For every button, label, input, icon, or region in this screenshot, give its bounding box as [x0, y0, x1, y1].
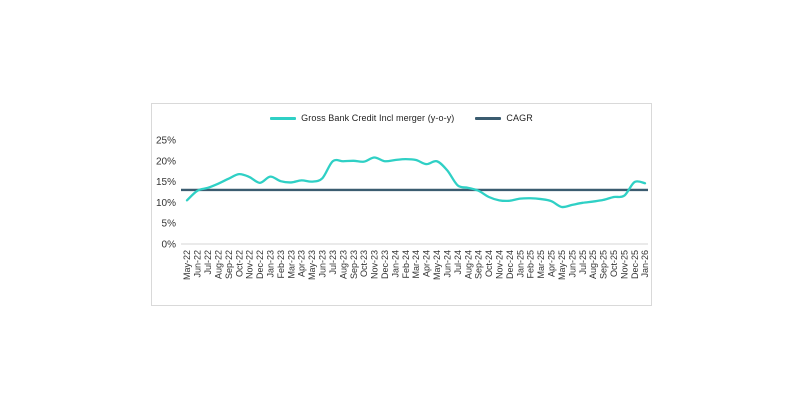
x-axis-tick-label: Dec-24	[505, 250, 515, 279]
y-axis-tick-label: 10%	[156, 198, 176, 209]
x-axis-tick-label: Nov-25	[619, 250, 629, 279]
y-axis-tick-label: 20%	[156, 156, 176, 167]
line-swatch-icon	[270, 116, 297, 120]
x-axis-tick-label: Aug-25	[588, 250, 598, 279]
x-axis-tick-label: Apr-25	[547, 250, 557, 277]
x-axis-tick-label: Jan-24	[390, 250, 400, 278]
x-axis-tick-label: Oct-22	[234, 250, 244, 277]
x-axis-tick-label: Jan-25	[515, 250, 525, 278]
x-axis-tick-label: Feb-23	[276, 250, 286, 279]
line-swatch-icon	[475, 116, 502, 120]
x-axis-tick-label: Feb-25	[526, 250, 536, 279]
legend-label: CAGR	[506, 113, 533, 123]
x-axis-tick-label: Dec-25	[630, 250, 640, 279]
x-axis-tick-label: May-25	[557, 250, 567, 280]
x-axis-tick-label: Sep-22	[224, 250, 234, 279]
y-axis-tick-label: 15%	[156, 177, 176, 188]
x-axis-tick-label: Sep-25	[599, 250, 609, 279]
x-axis-tick-label: Jul-23	[328, 250, 338, 275]
x-axis-tick-label: May-23	[307, 250, 317, 280]
x-axis-tick-label: Aug-23	[338, 250, 348, 279]
x-axis-tick-label: Jun-22	[193, 250, 203, 278]
x-axis-tick-label: Jun-24	[442, 250, 452, 278]
x-axis-tick-label: Jul-24	[453, 250, 463, 275]
x-axis-tick-label: Sep-23	[349, 250, 359, 279]
x-axis-tick-label: Apr-24	[422, 250, 432, 277]
x-axis-tick-label: Aug-24	[463, 250, 473, 279]
y-axis-tick-label: 0%	[162, 240, 177, 251]
x-axis-tick-label: Mar-25	[536, 250, 546, 279]
gross-bank-credit-line	[185, 156, 647, 209]
x-axis-tick-label: Oct-23	[359, 250, 369, 277]
x-axis-tick-label: Jun-25	[567, 250, 577, 278]
chart-legend: Gross Bank Credit Incl merger (y-o-y) CA…	[152, 113, 651, 123]
x-axis-tick-label: Jul-25	[578, 250, 588, 275]
x-axis-tick-label: Mar-24	[411, 250, 421, 279]
x-axis-tick-label: Dec-23	[380, 250, 390, 279]
x-axis-tick-label: Nov-24	[495, 250, 505, 279]
x-axis-tick-label: Jan-23	[265, 250, 275, 278]
x-axis-tick-label: Apr-23	[297, 250, 307, 277]
legend-item-gross-bank-credit: Gross Bank Credit Incl merger (y-o-y)	[270, 113, 454, 123]
x-axis-tick-label: Jul-22	[203, 250, 213, 275]
x-axis-tick-label: Oct-24	[484, 250, 494, 277]
x-axis-tick-label: May-24	[432, 250, 442, 280]
x-axis-tick-label: Aug-22	[213, 250, 223, 279]
x-axis-tick-label: Jun-23	[318, 250, 328, 278]
legend-label: Gross Bank Credit Incl merger (y-o-y)	[301, 113, 455, 123]
x-axis-tick-label: Jan-26	[640, 250, 650, 278]
legend-item-cagr: CAGR	[475, 113, 533, 123]
chart-panel: Gross Bank Credit Incl merger (y-o-y) CA…	[151, 103, 652, 306]
x-axis-tick-label: May-22	[182, 250, 192, 280]
x-axis-tick-label: Mar-23	[286, 250, 296, 279]
x-axis-tick-label: Sep-24	[474, 250, 484, 279]
x-axis-tick-label: Oct-25	[609, 250, 619, 277]
x-axis-tick-label: Feb-24	[401, 250, 411, 279]
y-axis-tick-label: 25%	[156, 136, 176, 147]
x-axis-tick-label: Nov-23	[370, 250, 380, 279]
x-axis-tick-label: Dec-22	[255, 250, 265, 279]
y-axis-tick-label: 5%	[162, 219, 177, 230]
x-axis-tick-label: Nov-22	[245, 250, 255, 279]
